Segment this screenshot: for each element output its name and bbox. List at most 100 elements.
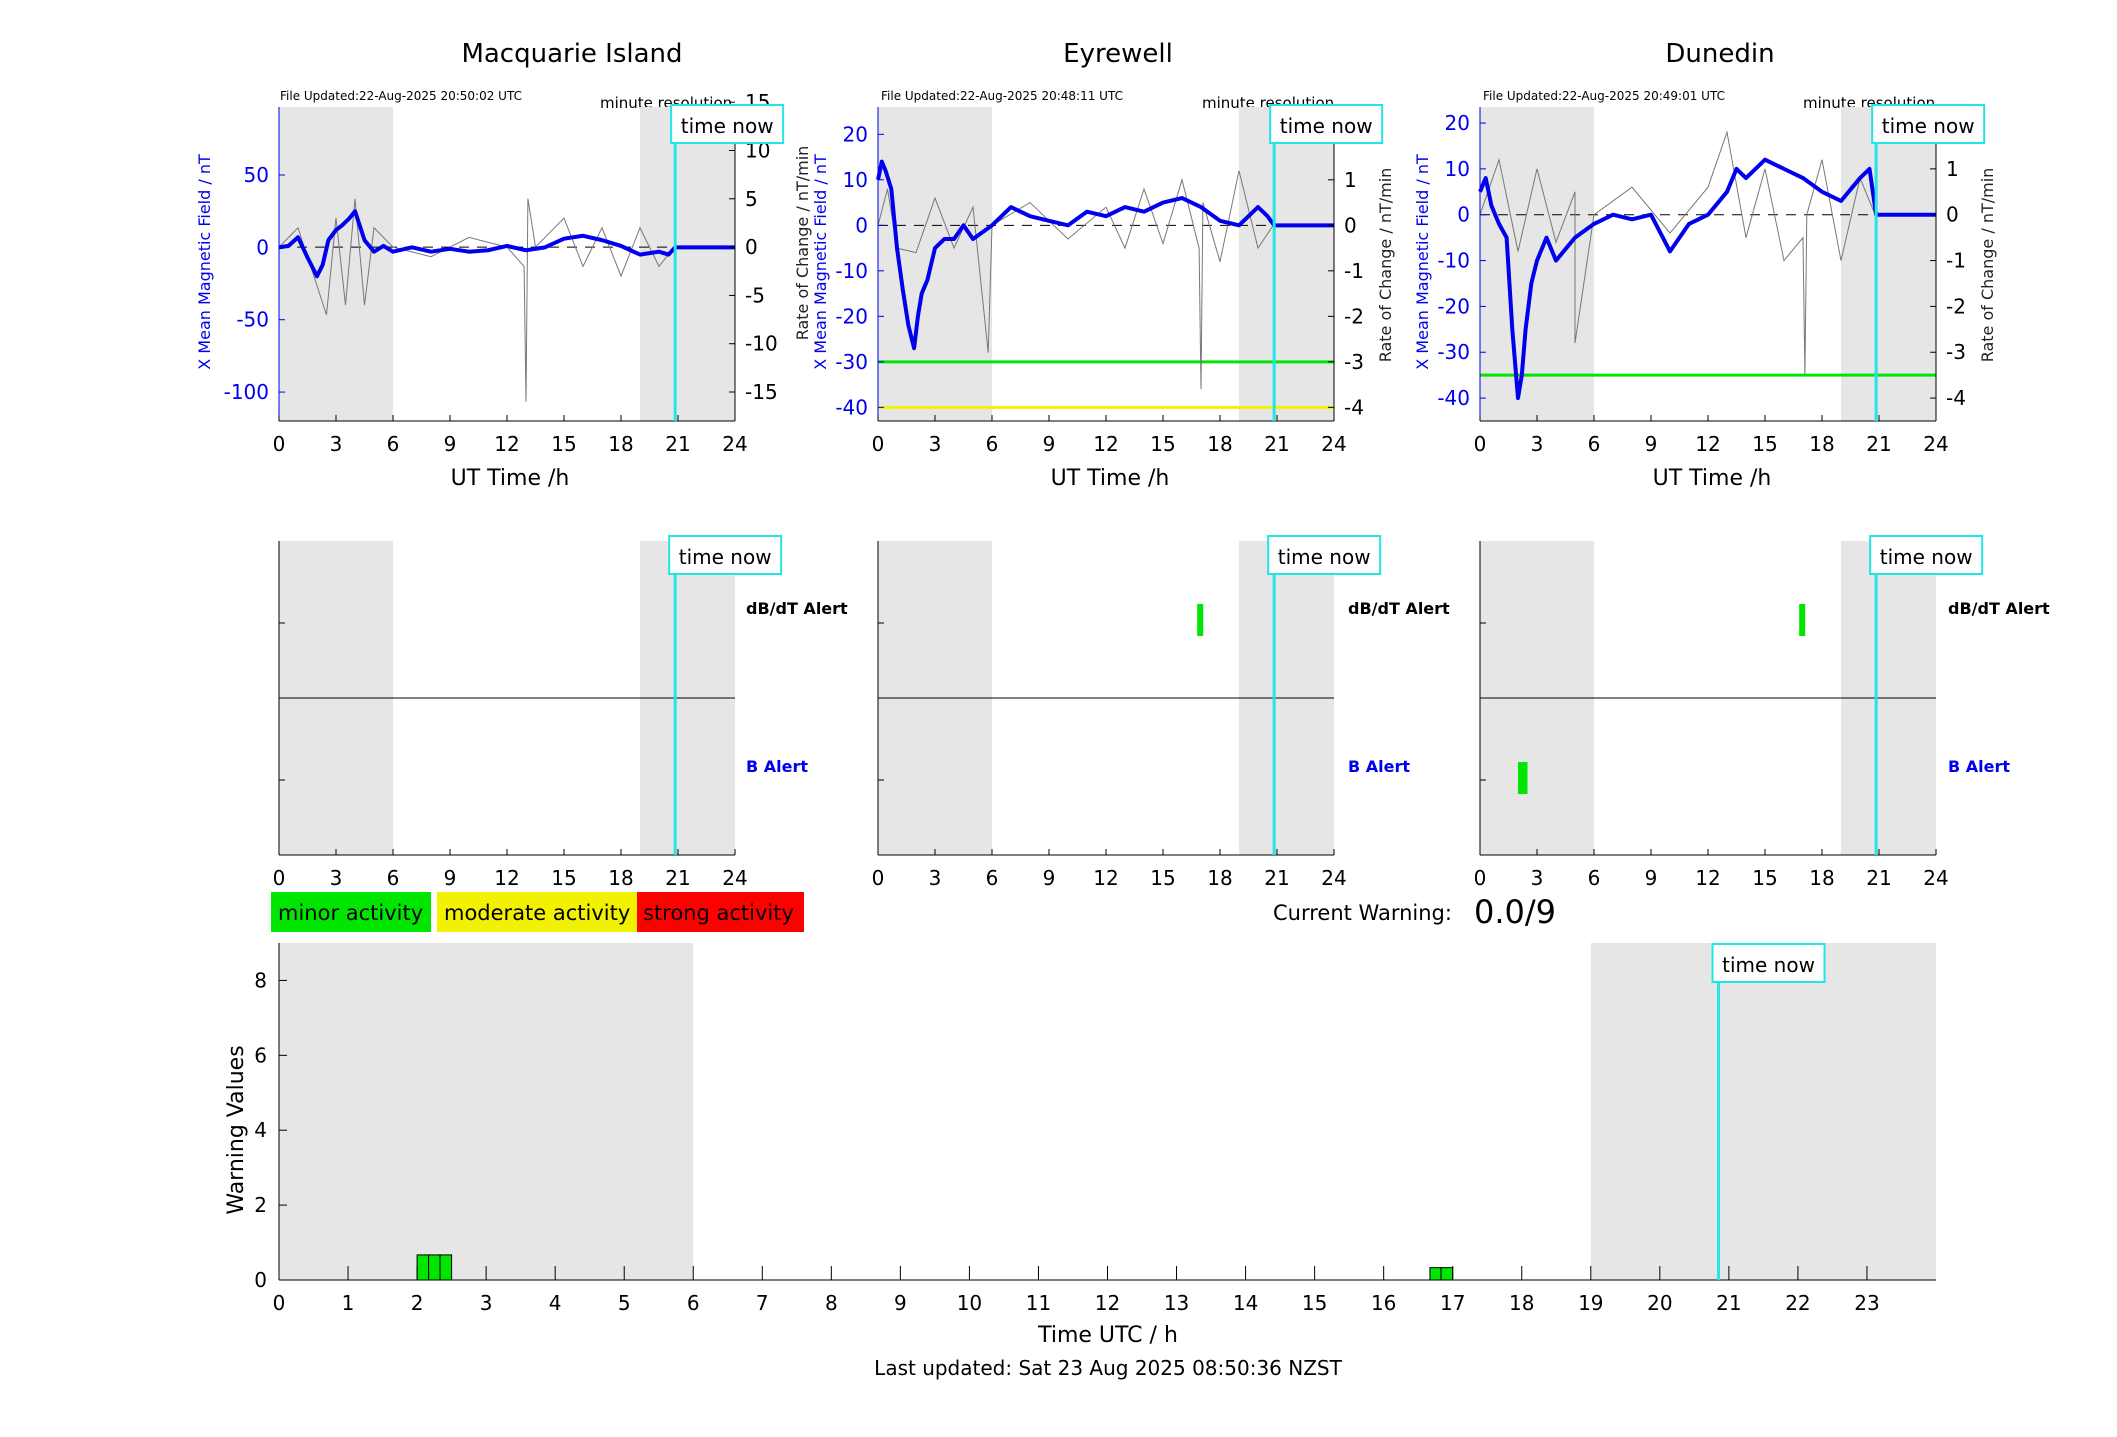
legend-minor-label: minor activity: [278, 901, 423, 925]
night-shade: [640, 107, 735, 421]
x-tick-label: 9: [444, 432, 457, 456]
x-tick-label: 9: [444, 866, 457, 890]
x-tick-label: 18: [1207, 866, 1232, 890]
activity-legend: minor activity moderate activity strong …: [271, 892, 804, 932]
b-alert-bar: [1518, 762, 1528, 794]
x-tick-label: 6: [387, 432, 400, 456]
time-now-box: [670, 104, 785, 144]
x-tick-label: 21: [665, 432, 690, 456]
x-tick-label: 13: [1164, 1291, 1189, 1315]
y-tick-label-right: -3: [1344, 350, 1364, 374]
y-tick-label-right: 1: [1344, 168, 1357, 192]
y-tick-label-left: -50: [236, 308, 269, 332]
y-tick-label-right: -1: [1344, 259, 1364, 283]
time-now-box: [1711, 943, 1826, 983]
x-tick-label: 6: [1588, 866, 1601, 890]
time-now-box: [1267, 535, 1382, 575]
night-shade: [1590, 943, 1936, 1280]
x-tick-label: 18: [1509, 1291, 1534, 1315]
time-now-label: time now: [1880, 545, 1973, 569]
x-tick-label: 18: [1809, 866, 1834, 890]
time-now-label: time now: [1278, 545, 1371, 569]
alert-plot: 0 3 6 9 12 15 18 21 24 time now: [273, 535, 783, 890]
x-tick-label: 9: [1645, 866, 1658, 890]
x-tick-label: 21: [665, 866, 690, 890]
station-title: Macquarie Island: [461, 39, 682, 69]
y-tick-label-left: -10: [1437, 249, 1470, 273]
x-tick-label: 9: [1043, 432, 1056, 456]
x-tick-label: 21: [1264, 432, 1289, 456]
b-alert-label: B Alert: [1948, 757, 2010, 776]
night-shade: [1239, 107, 1334, 421]
file-updated-text: File Updated:22-Aug-2025 20:49:01 UTC: [1483, 89, 1725, 103]
legend-moderate-label: moderate activity: [444, 901, 630, 925]
y-tick-label-right: -5: [745, 283, 765, 307]
magnetic-field-plot: 0 3 6 9 12 15 18 21 24-100-50050-15-10-5051015ti…: [224, 90, 785, 456]
legend-minor-swatch: [271, 892, 431, 932]
time-now-label: time now: [1722, 953, 1815, 977]
db-alert-bar: [1197, 604, 1204, 636]
time-now-label: time now: [1882, 114, 1975, 138]
y-tick-label-left: -30: [835, 350, 868, 374]
x-tick-label: 9: [894, 1291, 907, 1315]
y-tick-label-right: -10: [745, 332, 778, 356]
y-axis-label-left: X Mean Magnetic Field / nT: [195, 154, 214, 370]
x-tick-label: 23: [1854, 1291, 1879, 1315]
x-tick-label: 14: [1233, 1291, 1258, 1315]
x-tick-label: 12: [1695, 432, 1720, 456]
y-tick-label-right: -3: [1946, 340, 1966, 364]
file-updated-text: File Updated:22-Aug-2025 20:48:11 UTC: [881, 89, 1123, 103]
x-tick-label: 0: [872, 866, 885, 890]
x-tick-label: 9: [1043, 866, 1056, 890]
y-tick-label-left: 20: [843, 122, 868, 146]
x-tick-label: 4: [549, 1291, 562, 1315]
warning-bar: [416, 1254, 430, 1281]
x-tick-label: 15: [1150, 866, 1175, 890]
y-tick-label-right: -4: [1344, 395, 1364, 419]
y-tick-label-right: 1: [1946, 157, 1959, 181]
b-alert-label: B Alert: [746, 757, 808, 776]
y-tick-label-left: -40: [1437, 386, 1470, 410]
x-tick-label: 6: [986, 866, 999, 890]
current-warning-value: 0.0/9: [1474, 893, 1556, 931]
alert-plot: 0 3 6 9 12 15 18 21 24 time now: [872, 535, 1382, 890]
mean-field-series: [278, 209, 735, 279]
night-shade: [1841, 107, 1936, 421]
db-alert-label: dB/dT Alert: [746, 599, 848, 618]
x-tick-label: 12: [494, 866, 519, 890]
y-tick-label-left: 10: [1445, 157, 1470, 181]
warning-x-axis-label: Time UTC / h: [1037, 1323, 1178, 1348]
x-axis-label: UT Time /h: [451, 466, 570, 491]
x-tick-label: 12: [1093, 432, 1118, 456]
x-tick-label: 0: [273, 866, 286, 890]
db-alert-label: dB/dT Alert: [1348, 599, 1450, 618]
x-tick-label: 0: [273, 1291, 286, 1315]
legend-strong-swatch: [637, 892, 804, 932]
x-tick-label: 22: [1785, 1291, 1810, 1315]
db-alert-label: dB/dT Alert: [1948, 599, 2050, 618]
x-tick-label: 19: [1578, 1291, 1603, 1315]
y-tick-label: 8: [254, 968, 267, 992]
x-tick-label: 8: [825, 1291, 838, 1315]
x-tick-label: 21: [1716, 1291, 1741, 1315]
y-axis-label-right: Rate of Change / nT/min: [1376, 168, 1395, 363]
y-tick-label-left: 0: [855, 213, 868, 237]
time-now-label: time now: [681, 114, 774, 138]
x-tick-label: 21: [1866, 866, 1891, 890]
time-now-label: time now: [1280, 114, 1373, 138]
warning-bar: [1429, 1267, 1442, 1281]
warning-values-chart: 0 1 2 3 4 5 6 7 8 9 10 11 12 13 14 15 16 17 18 19 20 21 22 2302…: [254, 943, 1936, 1315]
y-tick-label-left: -100: [224, 380, 269, 404]
y-axis-label-right: Rate of Change / nT/min: [1978, 168, 1997, 363]
x-tick-label: 21: [1264, 866, 1289, 890]
y-tick-label-right: -15: [745, 380, 778, 404]
y-tick-label-right: -1: [1946, 249, 1966, 273]
y-tick-label-left: -20: [835, 304, 868, 328]
time-now-box: [1869, 535, 1984, 575]
station-panel-macquarie: Macquarie Island File Updated:22-Aug-202…: [195, 39, 848, 890]
x-tick-label: 15: [551, 866, 576, 890]
y-tick-label-right: 0: [1344, 213, 1357, 237]
x-tick-label: 6: [1588, 432, 1601, 456]
x-tick-label: 5: [618, 1291, 631, 1315]
